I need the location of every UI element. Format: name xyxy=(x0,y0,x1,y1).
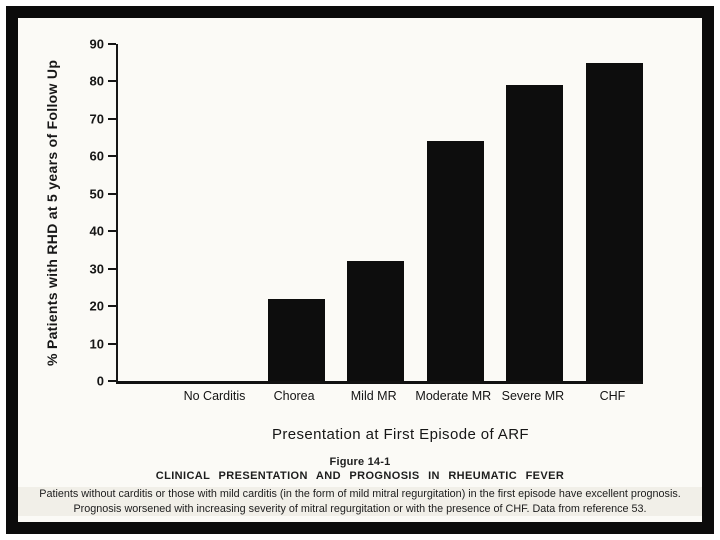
y-tick-mark xyxy=(108,267,116,270)
x-category-label: CHF xyxy=(584,389,641,403)
y-tick-label: 20 xyxy=(89,298,104,314)
y-tick-label: 90 xyxy=(89,36,104,52)
y-tick-mark xyxy=(108,342,116,345)
y-tick-label: 50 xyxy=(89,186,104,202)
figure-description-line1: Patients without carditis or those with … xyxy=(18,487,702,502)
x-category-labels: No Carditis Chorea Mild MR Moderate MR Sever… xyxy=(116,389,641,403)
x-category-label: Severe MR xyxy=(502,389,565,403)
y-tick-mark xyxy=(108,230,116,233)
bar xyxy=(506,85,564,381)
y-tick-label: 60 xyxy=(89,148,104,164)
y-axis-title: % Patients with RHD at 5 years of Follow… xyxy=(44,59,60,366)
bar xyxy=(347,261,405,381)
y-tick-mark xyxy=(108,305,116,308)
bars xyxy=(118,44,643,381)
x-category-label-text: Severe MR xyxy=(501,389,565,403)
figure-title: CLINICAL PRESENTATION AND PROGNOSIS IN R… xyxy=(155,470,565,482)
bar xyxy=(267,298,325,381)
figure-description-line2: Prognosis worsened with increasing sever… xyxy=(18,501,702,517)
x-category-label-text: Moderate MR xyxy=(415,389,492,403)
y-tick-mark xyxy=(108,192,116,195)
figure-caption: Figure 14-1 CLINICAL PRESENTATION AND PR… xyxy=(18,456,702,517)
y-tick-mark xyxy=(108,43,116,45)
x-category-label-text: CHF xyxy=(599,389,626,403)
y-tick-mark xyxy=(108,380,116,382)
plot-area xyxy=(116,44,643,384)
bar xyxy=(426,141,484,381)
y-tick-mark xyxy=(108,155,116,158)
y-tick-label: 30 xyxy=(89,261,104,277)
x-category-label-text: Mild MR xyxy=(350,389,397,403)
x-category-label-text: Chorea xyxy=(273,389,315,403)
y-tick-label: 70 xyxy=(89,111,104,127)
x-axis-title: Presentation at First Episode of ARF xyxy=(271,426,529,443)
x-category-label-text: No Carditis xyxy=(183,389,246,403)
y-tick-label: 80 xyxy=(89,73,104,89)
x-category-label: Moderate MR xyxy=(415,389,491,403)
y-tick-mark xyxy=(108,80,116,83)
y-axis: 0 10 20 30 40 50 60 70 80 90 xyxy=(74,38,116,388)
x-category-label: Mild MR xyxy=(345,389,402,403)
y-tick-mark xyxy=(108,117,116,120)
slide-page: % Patients with RHD at 5 years of Follow… xyxy=(6,6,714,534)
x-category-label: No Carditis xyxy=(183,389,246,403)
y-tick-label: 40 xyxy=(89,223,104,239)
figure-number: Figure 14-1 xyxy=(329,456,391,468)
bar xyxy=(585,62,643,381)
x-category-label: Chorea xyxy=(266,389,323,403)
y-tick-label: 10 xyxy=(89,336,104,352)
y-tick-label: 0 xyxy=(96,373,104,389)
